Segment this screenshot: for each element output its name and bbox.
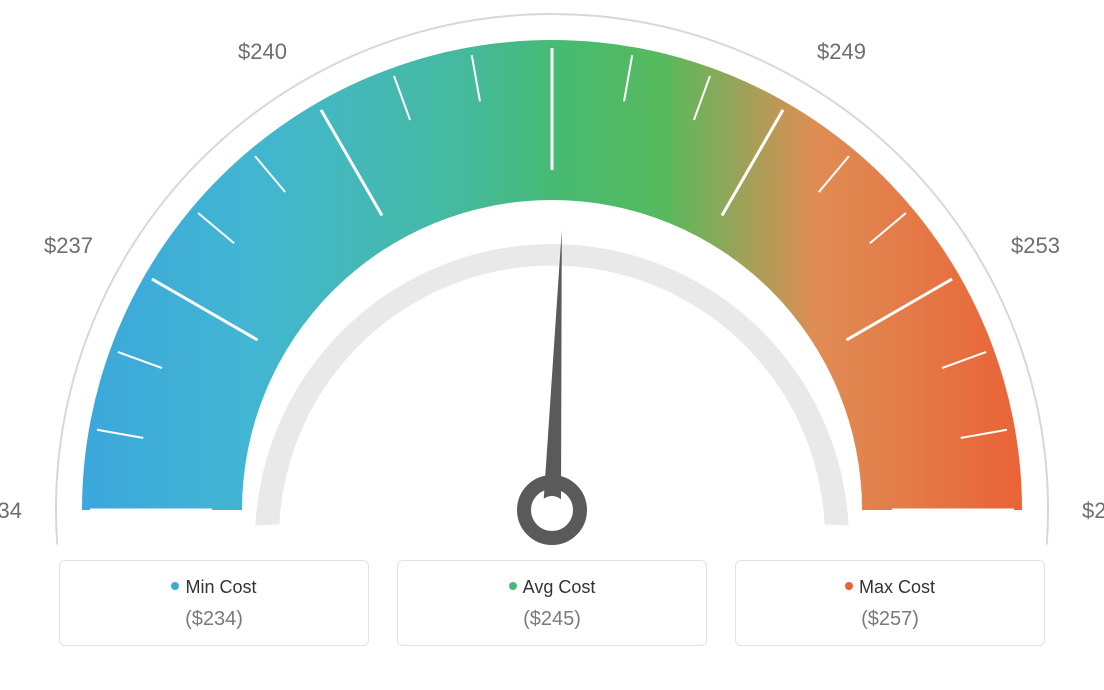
legend-dot-icon (845, 582, 853, 590)
legend-value-min: ($234) (70, 608, 358, 631)
legend-card-avg: Avg Cost ($245) (397, 560, 707, 646)
legend-dot-icon (509, 582, 517, 590)
legend-label-avg: Avg Cost (408, 577, 696, 598)
legend-label-text: Min Cost (185, 577, 256, 597)
svg-text:$237: $237 (44, 233, 93, 258)
svg-text:$253: $253 (1011, 233, 1060, 258)
legend-label-text: Avg Cost (523, 577, 596, 597)
legend-label-text: Max Cost (859, 577, 935, 597)
legend-label-max: Max Cost (746, 577, 1034, 598)
svg-text:$240: $240 (238, 39, 287, 64)
legend-label-min: Min Cost (70, 577, 358, 598)
legend-value-max: ($257) (746, 608, 1034, 631)
svg-text:$257: $257 (1082, 498, 1104, 523)
gauge-chart: $234$237$240$245$249$253$257 (0, 0, 1104, 560)
svg-text:$249: $249 (817, 39, 866, 64)
legend-dot-icon (171, 582, 179, 590)
legend-card-min: Min Cost ($234) (59, 560, 369, 646)
gauge-svg: $234$237$240$245$249$253$257 (0, 0, 1104, 560)
svg-text:$234: $234 (0, 498, 22, 523)
legend-card-max: Max Cost ($257) (735, 560, 1045, 646)
legend-value-avg: ($245) (408, 608, 696, 631)
legend-row: Min Cost ($234) Avg Cost ($245) Max Cost… (0, 560, 1104, 646)
